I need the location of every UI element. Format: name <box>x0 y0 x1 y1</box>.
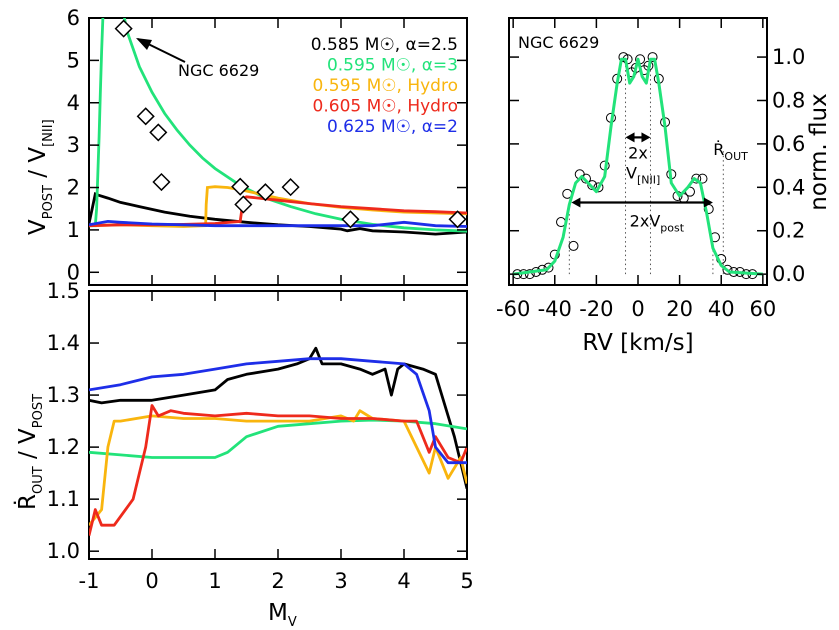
observed-point <box>587 180 598 191</box>
y-tick-label: 1.2 <box>47 435 80 459</box>
series-line-bottom-4 <box>89 357 467 465</box>
observed-point <box>722 264 733 275</box>
observation-diamond <box>114 19 133 38</box>
axis-ticks-bottom-left: 1.0 1.1 1.2 1.3 1.4 1.5 -1 0 1 2 3 4 5 <box>47 279 474 593</box>
x-tick-label: 2 <box>271 569 284 593</box>
series-line-bottom-2 <box>89 409 467 527</box>
legend-entry-1: 0.595 M☉, α=3 <box>327 56 458 76</box>
observation-diamond <box>341 210 360 229</box>
observation-diamond <box>234 195 253 214</box>
y-tick-label: 1.5 <box>47 279 80 303</box>
legend-entry-3: 0.605 M☉, Hydro <box>313 97 458 117</box>
observation-diamond <box>231 177 250 196</box>
legend-entry-0: 0.585 M☉, α=2.5 <box>311 35 458 55</box>
ngc6629-pointer-label: NGC 6629 <box>178 61 259 80</box>
observed-point <box>697 173 708 184</box>
y-tick-label: 1.4 <box>47 331 80 355</box>
x-tick-label: 3 <box>334 569 347 593</box>
y-tick-label: 6 <box>67 6 80 30</box>
x-axis-label-bottom-left: MV <box>268 600 297 630</box>
y-axis-label-top-left: VPOST / V[NII] <box>25 119 56 235</box>
observation-diamond <box>256 183 275 202</box>
y-axis-label-bottom-left: ṘOUT / VPOST <box>13 394 46 510</box>
observed-point <box>691 173 702 184</box>
axis-ticks-top-left: 0 1 2 3 4 5 6 <box>67 6 468 285</box>
x-tick-label: -20 <box>579 297 613 321</box>
panel-bottom-left: 1.01.11.21.31.41.5-1 0 1 2 3 4 5 ṘOUT / VPOST … <box>13 279 474 630</box>
y-tick-label: 3 <box>67 133 80 157</box>
series-layer-bottom-left <box>89 346 467 536</box>
rout-label: ṘOUT <box>713 140 748 163</box>
observed-point <box>543 262 554 273</box>
nii-width-label: V[NII] <box>626 163 660 186</box>
y-axis-label-right: norm. flux <box>806 93 832 210</box>
y-tick-label: 0 <box>67 260 80 284</box>
x-tick-label: 1 <box>208 569 221 593</box>
legend-entry-4: 0.625 M☉, α=2 <box>327 117 458 137</box>
series-line-top-3 <box>89 195 467 228</box>
y-tick-label: 1.1 <box>47 487 80 511</box>
panel-right: NGC 6629 2xV[NII] 2xVpost ṘOUT 0.0 0.2 0.4 0.6… <box>496 17 832 356</box>
y-tick-label: 0.0 <box>772 262 805 286</box>
nii-width-arrow <box>625 132 651 143</box>
observed-point <box>524 269 535 280</box>
y-tick-label: 0.8 <box>772 88 805 112</box>
legend: 0.585 M☉, α=2.50.595 M☉, α=30.595 M☉, Hy… <box>311 35 458 137</box>
model-profile-line <box>513 57 763 276</box>
x-tick-label: -40 <box>538 297 572 321</box>
x-tick-label: 0 <box>631 297 644 321</box>
y-tick-label: 1.3 <box>47 383 80 407</box>
y-tick-label: 5 <box>67 48 80 72</box>
series-layer-top-left <box>89 18 467 236</box>
series-layer-right <box>512 52 763 280</box>
x-tick-label: 4 <box>397 569 410 593</box>
x-tick-label: 40 <box>708 297 735 321</box>
post-width-arrow <box>571 197 713 208</box>
x-tick-label: -60 <box>496 297 530 321</box>
x-axis-label-right: RV [km/s] <box>582 330 693 356</box>
ngc6629-pointer: NGC 6629 <box>136 38 259 80</box>
y-tick-label: 0.6 <box>772 132 805 156</box>
x-tick-label: 20 <box>666 297 693 321</box>
observation-diamond <box>152 172 171 192</box>
x-tick-label: -1 <box>79 569 100 593</box>
x-tick-label: 60 <box>749 297 776 321</box>
legend-entry-2: 0.595 M☉, Hydro <box>313 76 458 96</box>
axis-ticks-right: 2xV[NII] 2xVpost ṘOUT 0.0 0.2 0.4 0.6 0.8 1.0 -60… <box>496 18 805 321</box>
y-tick-label: 4 <box>67 91 80 115</box>
pointer-arrow-head <box>136 38 152 50</box>
series-line-bottom-0 <box>89 346 467 490</box>
x-tick-label: 5 <box>460 569 473 593</box>
right-panel-title: NGC 6629 <box>518 33 599 52</box>
series-line-bottom-3 <box>89 404 467 536</box>
post-width-label: 2xVpost <box>630 212 685 235</box>
y-tick-label: 1 <box>67 218 80 242</box>
observation-diamond <box>149 123 168 142</box>
observed-point <box>568 240 579 251</box>
nii-width-label-top: 2x <box>628 143 648 162</box>
y-tick-label: 0.2 <box>772 219 805 243</box>
observation-diamond <box>281 178 300 197</box>
y-tick-label: 1.0 <box>47 539 80 563</box>
series-line-top-4 <box>89 219 467 228</box>
observation-diamond <box>136 107 155 126</box>
y-tick-label: 0.4 <box>772 175 805 199</box>
observation-diamond <box>448 210 467 229</box>
observed-point <box>647 52 658 63</box>
series-line-top-1 <box>89 18 467 233</box>
y-tick-label: 2 <box>67 176 80 200</box>
x-tick-label: 0 <box>145 569 158 593</box>
y-tick-label: 1.0 <box>772 45 805 69</box>
